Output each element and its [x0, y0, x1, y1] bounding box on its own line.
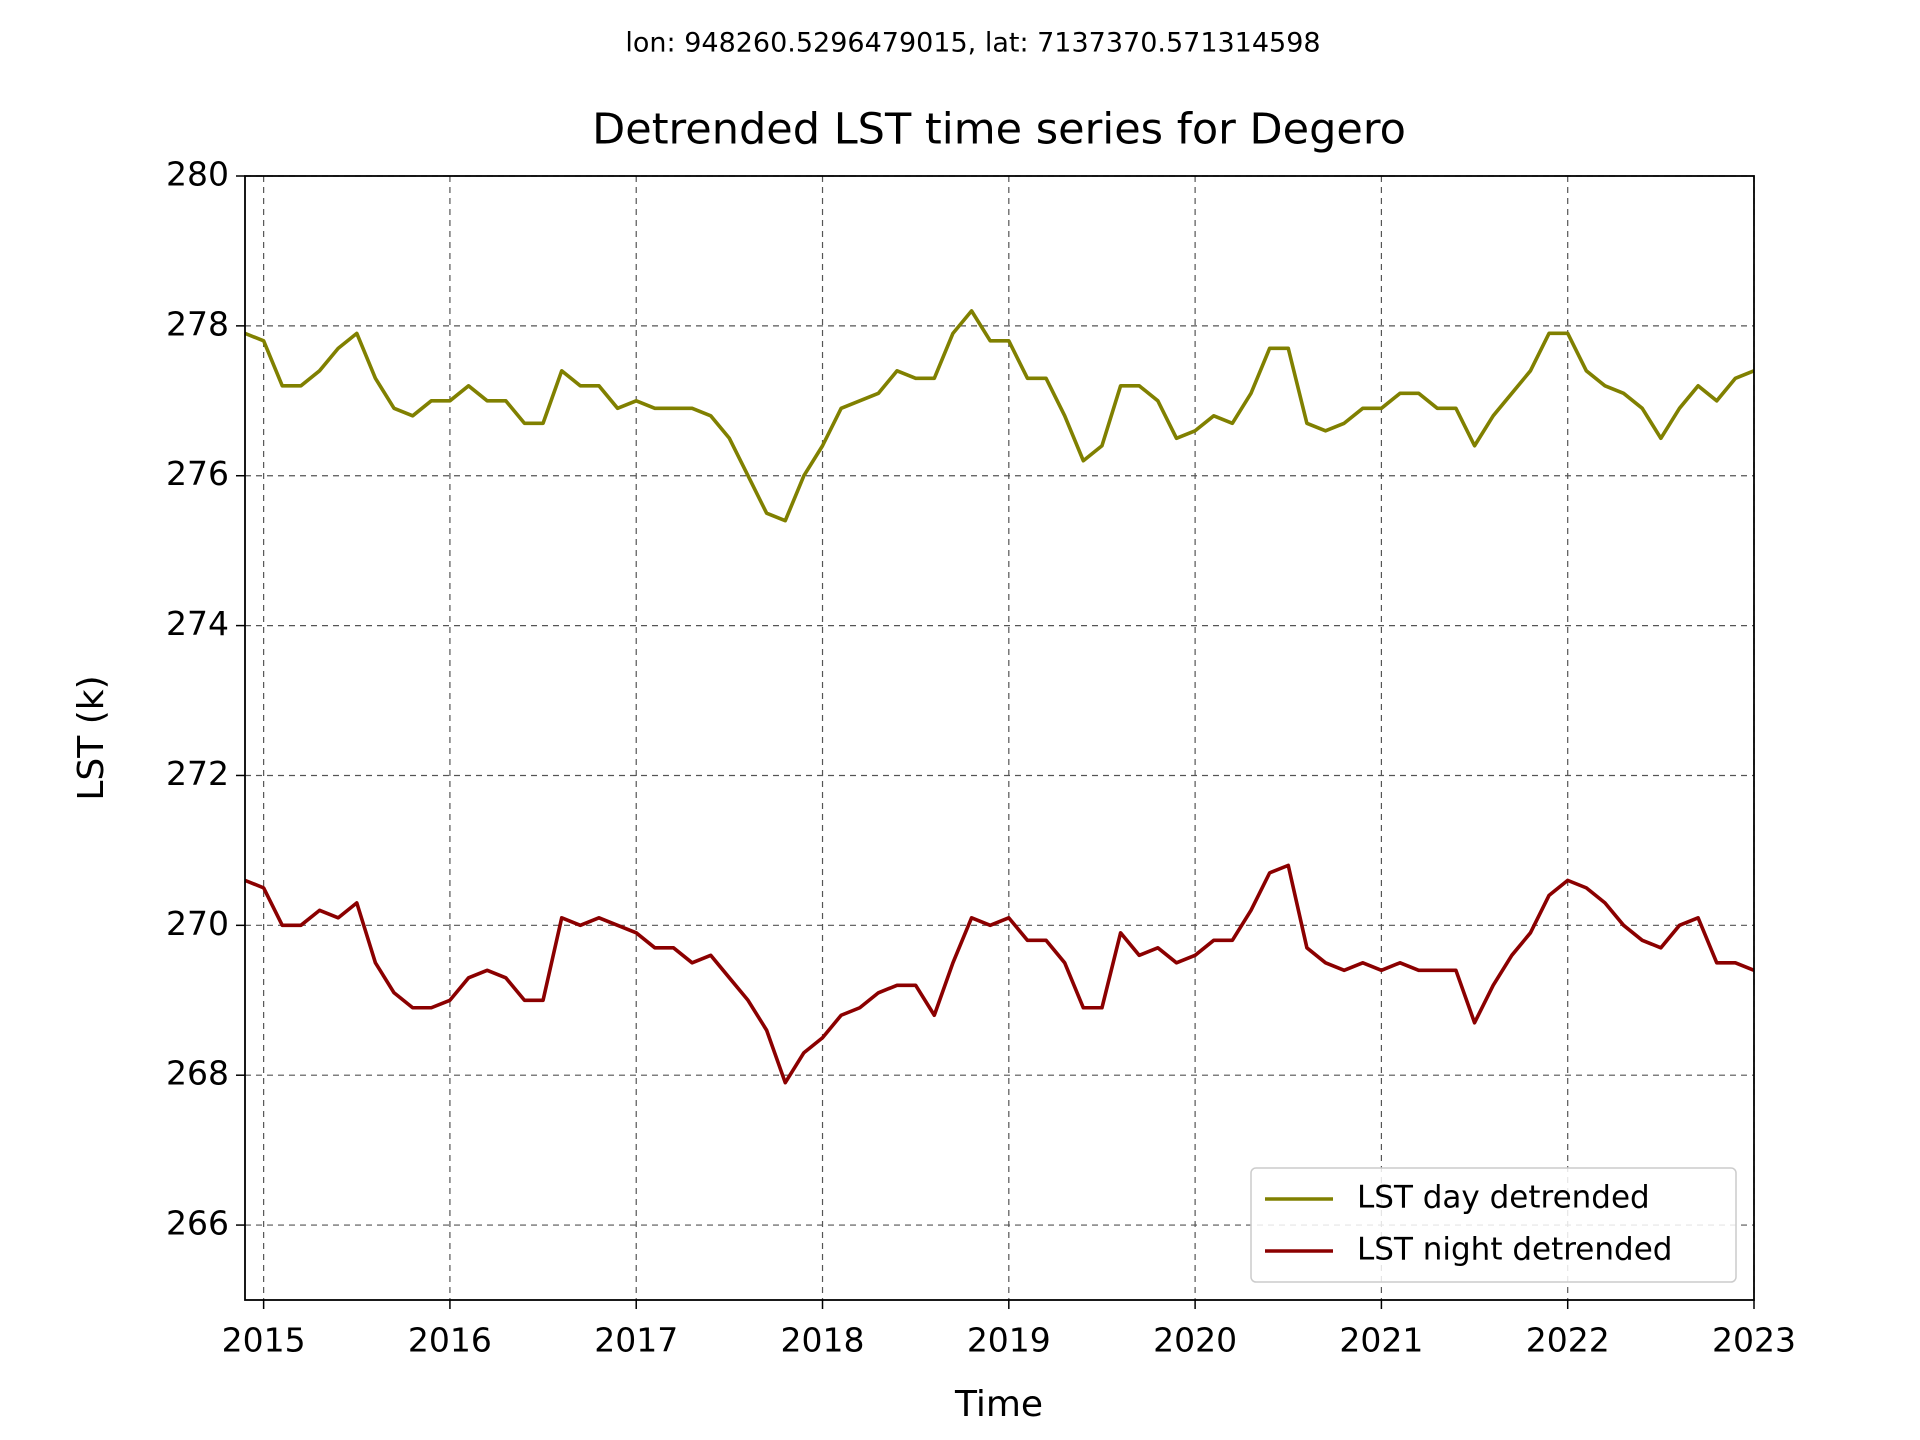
- x-tick-label: 2018: [781, 1321, 865, 1360]
- legend-box: [1250, 1167, 1737, 1283]
- data-line: [244, 863, 1755, 1085]
- data-line: [244, 309, 1755, 523]
- x-tick-label: 2021: [1339, 1321, 1423, 1360]
- legend-label: LST night detrended: [1357, 1232, 1672, 1268]
- x-tick-label: 2023: [1712, 1321, 1796, 1360]
- legend-label: LST day detrended: [1357, 1180, 1650, 1216]
- x-tick-label: 2019: [967, 1321, 1051, 1360]
- y-tick-label: 280: [166, 155, 229, 194]
- x-tick-label: 2017: [594, 1321, 678, 1360]
- chart-title: Detrended LST time series for Degero: [592, 105, 1406, 155]
- x-tick-label: 2020: [1153, 1321, 1237, 1360]
- y-tick-label: 272: [166, 754, 229, 793]
- x-tick-label: 2016: [408, 1321, 492, 1360]
- legend: LST day detrended LST night detrended: [1250, 1167, 1737, 1283]
- plot-frame: [244, 175, 1755, 1301]
- y-axis-label: LST (k): [71, 675, 112, 800]
- chart-subtitle: lon: 948260.5296479015, lat: 7137370.571…: [625, 28, 1320, 59]
- y-tick-label: 276: [166, 454, 229, 493]
- x-tick-label: 2015: [222, 1321, 306, 1360]
- y-tick-label: 268: [166, 1054, 229, 1093]
- x-tick-label: 2022: [1526, 1321, 1610, 1360]
- y-tick-label: 270: [166, 904, 229, 943]
- y-tick-label: 274: [166, 604, 229, 643]
- y-tick-label: 266: [166, 1204, 229, 1243]
- y-tick-label: 278: [166, 304, 229, 343]
- x-axis-label: Time: [954, 1384, 1043, 1425]
